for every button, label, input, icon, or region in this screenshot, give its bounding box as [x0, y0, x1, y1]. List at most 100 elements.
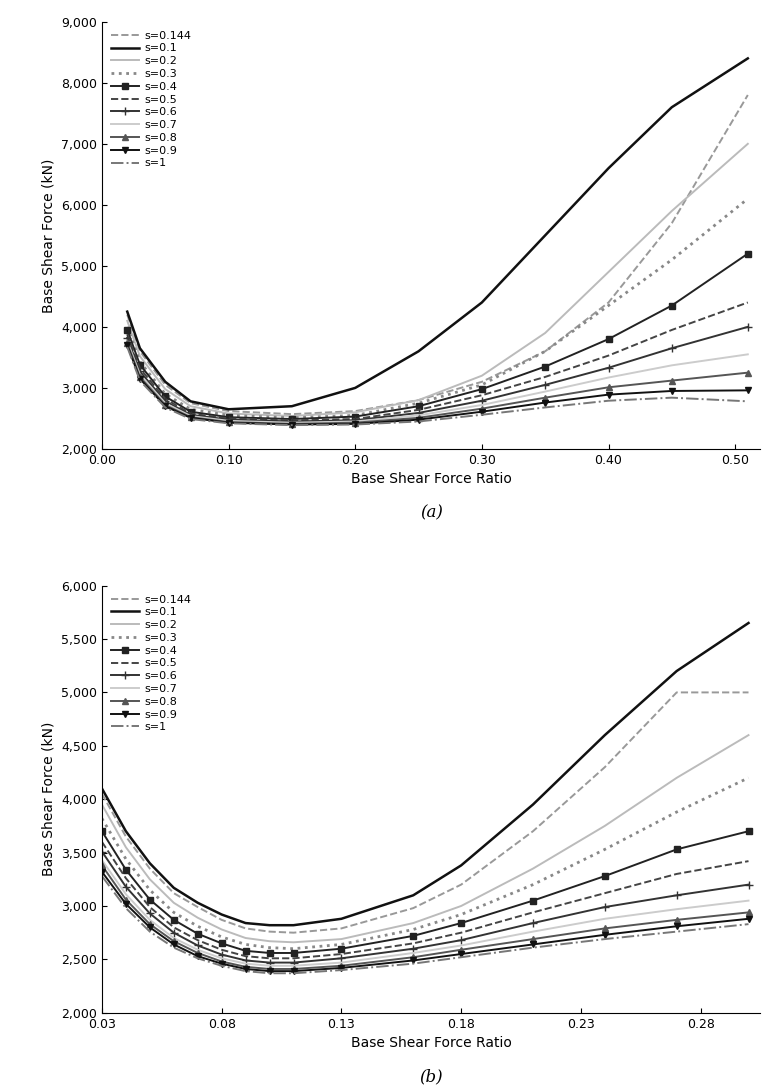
s=0.8 — [477, 402, 487, 415]
s=0.8 — [145, 918, 154, 931]
s=0.8 — [186, 411, 195, 424]
s=0.144 — [540, 345, 550, 358]
s=0.144 — [336, 922, 346, 935]
Line: s=0.7: s=0.7 — [102, 860, 749, 966]
s=1 — [122, 341, 132, 354]
Line: s=0.5: s=0.5 — [127, 303, 748, 420]
s=0.1 — [169, 881, 179, 894]
s=0.5 — [97, 835, 107, 848]
Text: (b): (b) — [419, 1068, 443, 1086]
s=0.6 — [145, 907, 154, 920]
s=0.8 — [672, 914, 681, 927]
s=0.3 — [456, 908, 466, 921]
s=0.9 — [604, 388, 613, 401]
s=0.2 — [145, 872, 154, 885]
s=1 — [672, 925, 681, 938]
s=0.6 — [744, 878, 753, 891]
s=0.4 — [122, 323, 132, 337]
s=1 — [97, 869, 107, 882]
s=0.8 — [604, 381, 613, 394]
s=0.5 — [744, 855, 753, 868]
s=1 — [336, 964, 346, 977]
s=0.3 — [667, 254, 677, 267]
Line: s=0.9: s=0.9 — [125, 342, 750, 427]
s=0.9 — [667, 384, 677, 397]
s=0.9 — [265, 965, 274, 978]
s=0.5 — [224, 412, 234, 425]
Line: s=0.7: s=0.7 — [127, 341, 748, 423]
s=0.5 — [336, 947, 346, 960]
s=0.7 — [336, 956, 346, 969]
s=1 — [600, 932, 609, 945]
s=0.6 — [224, 413, 234, 426]
Line: s=0.3: s=0.3 — [102, 778, 749, 949]
s=0.144 — [265, 925, 274, 938]
s=0.1 — [135, 342, 144, 355]
s=0.5 — [169, 921, 179, 934]
s=1 — [161, 401, 170, 414]
s=0.6 — [161, 395, 170, 408]
s=0.2 — [287, 409, 296, 423]
s=0.4 — [456, 917, 466, 930]
s=0.144 — [456, 878, 466, 891]
s=1 — [193, 952, 202, 965]
s=0.2 — [289, 935, 298, 949]
Text: (a): (a) — [419, 504, 443, 522]
s=1 — [667, 391, 677, 404]
s=0.144 — [145, 862, 154, 876]
s=0.1 — [743, 52, 753, 65]
s=0.144 — [604, 296, 613, 309]
s=0.144 — [169, 886, 179, 900]
s=0.2 — [408, 917, 418, 930]
s=0.2 — [122, 841, 131, 854]
s=0.9 — [161, 400, 170, 413]
s=0.9 — [743, 383, 753, 396]
s=0.5 — [265, 952, 274, 965]
s=0.5 — [135, 362, 144, 375]
s=0.7 — [604, 371, 613, 384]
s=0.4 — [528, 894, 538, 907]
s=0.8 — [528, 932, 538, 945]
s=0.7 — [265, 959, 274, 972]
s=0.7 — [186, 409, 195, 423]
s=0.4 — [350, 411, 360, 424]
Line: s=0.8: s=0.8 — [125, 341, 750, 427]
s=0.1 — [224, 403, 234, 416]
Line: s=0.2: s=0.2 — [102, 735, 749, 942]
s=0.7 — [135, 368, 144, 381]
s=0.2 — [193, 911, 202, 925]
s=0.5 — [289, 952, 298, 965]
s=0.4 — [241, 944, 250, 957]
s=0.9 — [224, 416, 234, 429]
s=0.6 — [743, 320, 753, 333]
s=0.144 — [744, 686, 753, 699]
s=1 — [408, 957, 418, 970]
s=0.144 — [408, 902, 418, 915]
s=0.4 — [477, 382, 487, 395]
s=0.8 — [600, 922, 609, 935]
s=0.144 — [414, 393, 423, 406]
s=0.6 — [289, 956, 298, 969]
s=0.4 — [408, 929, 418, 942]
Line: s=0.4: s=0.4 — [125, 250, 750, 421]
s=0.6 — [97, 845, 107, 858]
s=0.3 — [336, 938, 346, 951]
Line: s=0.9: s=0.9 — [99, 869, 751, 974]
s=0.1 — [97, 782, 107, 795]
s=0.1 — [161, 376, 170, 389]
s=0.3 — [186, 403, 195, 416]
s=0.7 — [193, 943, 202, 956]
s=0.4 — [169, 914, 179, 927]
s=0.8 — [217, 955, 227, 968]
s=0.5 — [528, 906, 538, 919]
s=0.1 — [540, 229, 550, 242]
s=0.4 — [122, 864, 131, 877]
s=0.9 — [414, 413, 423, 426]
s=0.2 — [744, 729, 753, 742]
s=0.7 — [667, 358, 677, 371]
s=0.1 — [193, 896, 202, 909]
s=1 — [528, 941, 538, 954]
Line: s=0.2: s=0.2 — [127, 144, 748, 416]
s=0.1 — [122, 824, 131, 837]
s=0.3 — [408, 923, 418, 937]
